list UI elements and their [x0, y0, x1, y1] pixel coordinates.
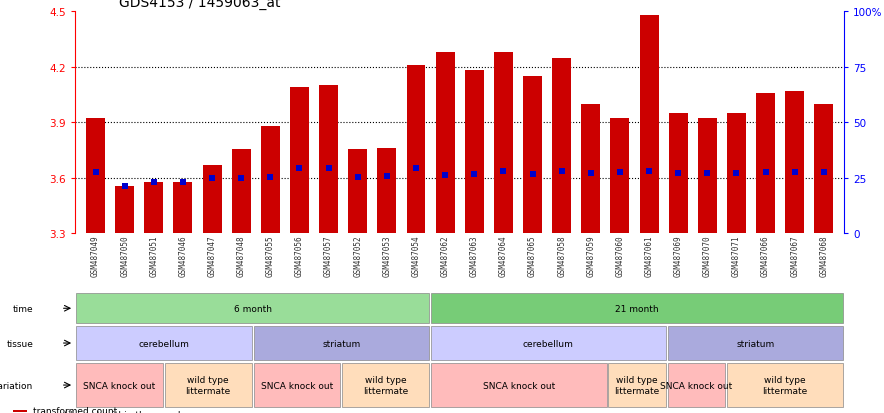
Bar [342, 363, 430, 407]
Bar [785, 92, 804, 233]
Text: SNCA knock out: SNCA knock out [660, 381, 733, 389]
Text: cerebellum: cerebellum [523, 339, 574, 348]
Bar [164, 363, 252, 407]
Text: wild type
littermate: wild type littermate [614, 375, 659, 395]
Text: wild type
littermate: wild type littermate [762, 375, 808, 395]
Bar [494, 53, 513, 233]
Bar [254, 327, 430, 360]
Bar [76, 363, 163, 407]
Text: percentile rank within the sample: percentile rank within the sample [34, 411, 187, 413]
Bar [465, 71, 484, 233]
Bar [639, 16, 659, 233]
Bar [261, 126, 280, 233]
Bar [202, 165, 222, 233]
Text: cerebellum: cerebellum [139, 339, 189, 348]
Bar [431, 293, 843, 324]
Bar [727, 114, 746, 233]
Text: striatum: striatum [736, 339, 774, 348]
Bar [667, 363, 725, 407]
Bar [115, 186, 134, 233]
Bar [431, 363, 606, 407]
Bar [348, 150, 367, 233]
Bar [668, 114, 688, 233]
Bar [697, 119, 717, 233]
Bar [611, 119, 629, 233]
Text: SNCA knock out: SNCA knock out [83, 381, 156, 389]
Bar [76, 293, 430, 324]
Bar [552, 58, 571, 233]
Bar [86, 119, 105, 233]
Bar [756, 93, 775, 233]
Bar [144, 183, 164, 233]
Text: transformed count: transformed count [34, 406, 118, 413]
Bar [436, 53, 454, 233]
Bar [667, 327, 843, 360]
Bar [377, 149, 396, 233]
Bar [173, 183, 193, 233]
Bar [232, 150, 251, 233]
Text: tissue: tissue [6, 339, 34, 348]
Text: striatum: striatum [323, 339, 361, 348]
Bar [254, 363, 340, 407]
Bar [319, 86, 338, 233]
Text: SNCA knock out: SNCA knock out [483, 381, 555, 389]
Bar [290, 88, 309, 233]
Bar [582, 104, 600, 233]
Bar [431, 327, 666, 360]
Bar [727, 363, 843, 407]
Text: 21 month: 21 month [615, 304, 659, 313]
Text: SNCA knock out: SNCA knock out [261, 381, 333, 389]
Text: GDS4153 / 1459063_at: GDS4153 / 1459063_at [119, 0, 281, 10]
Bar [13, 410, 27, 412]
Text: genotype/variation: genotype/variation [0, 381, 34, 389]
Text: time: time [12, 304, 34, 313]
Bar [407, 66, 425, 233]
Bar [608, 363, 666, 407]
Bar [814, 104, 834, 233]
Text: wild type
littermate: wild type littermate [186, 375, 231, 395]
Text: 6 month: 6 month [233, 304, 271, 313]
Text: wild type
littermate: wild type littermate [363, 375, 408, 395]
Bar [523, 77, 542, 233]
Bar [76, 327, 252, 360]
